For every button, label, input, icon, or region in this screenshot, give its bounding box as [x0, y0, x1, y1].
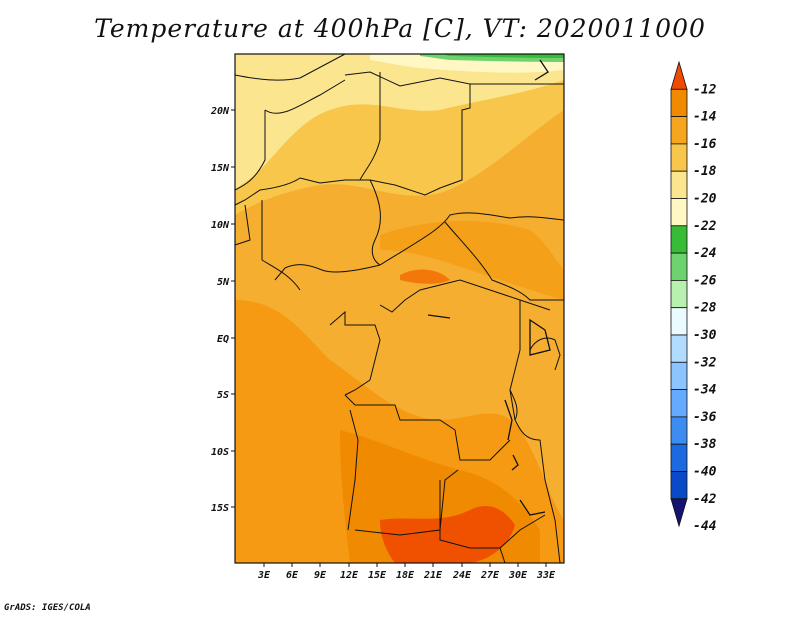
colorbar-label: -34: [693, 383, 717, 398]
colorbar-swatch: [670, 88, 688, 118]
colorbar-label: -38: [693, 437, 717, 452]
colorbar-label: -26: [693, 273, 717, 288]
colorbar-label: -24: [693, 246, 717, 261]
colorbar-label: -42: [693, 492, 717, 507]
colorbar-label: -22: [693, 219, 717, 234]
colorbar-label: -36: [693, 410, 717, 425]
lat-label: 15N: [211, 163, 230, 174]
longitude-axis: [263, 563, 547, 567]
colorbar-swatch: [670, 116, 688, 145]
lat-label: 10N: [211, 220, 230, 231]
colorbar-swatch: [670, 361, 688, 390]
colorbar-label: -44: [693, 519, 717, 534]
colorbar-swatch: [670, 334, 688, 363]
latitude-axis: [231, 109, 235, 508]
colorbar-label: -40: [693, 465, 717, 480]
lon-label: 27E: [480, 570, 500, 581]
colorbar-swatch: [670, 443, 688, 472]
lon-label: 6E: [286, 570, 299, 581]
colorbar-swatch: [670, 143, 688, 172]
colorbar: -12 -14 -16 -18 -20 -22 -24 -26 -28 -30 -32 -34 -36 -…: [670, 60, 717, 534]
colorbar-label: -12: [693, 82, 717, 97]
colorbar-swatch: [670, 307, 688, 336]
lat-label: EQ: [217, 334, 229, 345]
colorbar-swatch: [670, 198, 688, 227]
colorbar-label: -32: [693, 355, 717, 370]
lon-label: 9E: [314, 570, 327, 581]
colorbar-swatch: [670, 498, 688, 528]
lon-label: 3E: [257, 570, 271, 581]
lon-label: 21E: [423, 570, 443, 581]
lat-label: 20N: [210, 106, 230, 117]
lon-label: 24E: [452, 570, 472, 581]
lat-label: 10S: [211, 447, 229, 458]
colorbar-label: -28: [693, 301, 717, 316]
map-panel: [234, 53, 565, 564]
colorbar-swatch: [670, 471, 688, 500]
colorbar-swatch: [670, 279, 688, 309]
colorbar-label: -30: [693, 328, 717, 343]
lon-label: 33E: [536, 570, 556, 581]
lon-label: 18E: [396, 570, 415, 581]
colorbar-swatch: [670, 389, 688, 418]
colorbar-label: -16: [693, 137, 717, 152]
colorbar-swatch: [670, 170, 688, 199]
colorbar-label: -18: [693, 164, 717, 179]
grads-credit: GrADS: IGES/COLA: [4, 603, 91, 613]
colorbar-swatch: [670, 252, 688, 281]
lon-label: 15E: [368, 570, 387, 581]
colorbar-swatch: [670, 225, 688, 254]
colorbar-label: -14: [693, 110, 717, 125]
lon-label: 30E: [508, 570, 528, 581]
colorbar-label: -20: [693, 192, 717, 207]
lat-label: 15S: [211, 503, 229, 514]
colorbar-swatch: [670, 416, 688, 445]
map-title: Temperature at 400hPa [C], VT: 202001100…: [94, 14, 706, 43]
lon-label: 12E: [340, 570, 359, 581]
colorbar-swatch: [670, 60, 688, 90]
lat-label: 5N: [217, 277, 230, 288]
lat-label: 5S: [217, 390, 229, 401]
